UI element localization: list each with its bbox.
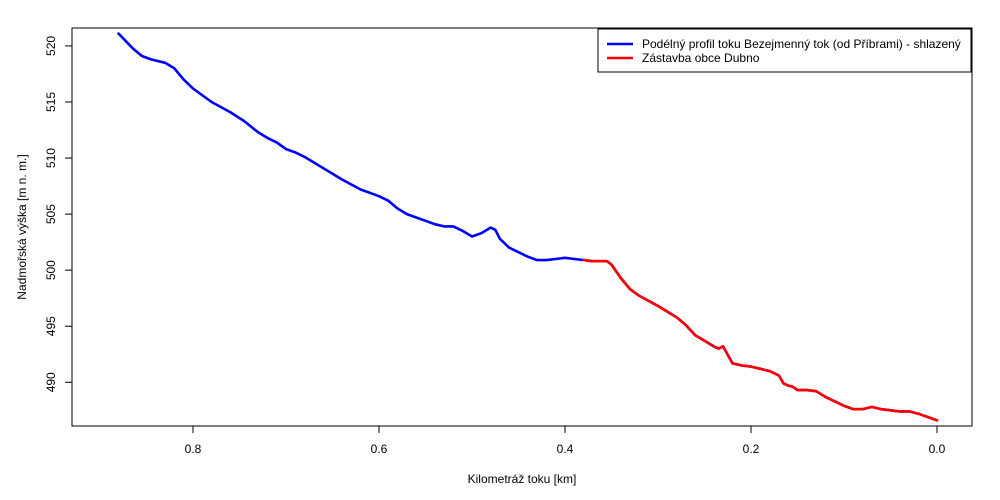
y-tick-label: 505	[44, 204, 58, 224]
y-tick-label: 490	[44, 372, 58, 392]
x-tick-label: 0.4	[557, 442, 574, 456]
legend-box	[597, 28, 972, 73]
legend-label-profile: Podélný profil toku Bezejmenný tok (od P…	[642, 37, 961, 51]
y-tick-label: 495	[44, 316, 58, 336]
series-layer	[117, 32, 939, 422]
series-line-settlement	[582, 258, 939, 422]
legend-label-settlement: Zástavba obce Dubno	[642, 51, 760, 65]
y-axis-title: Nadmořská výška [m n. m.]	[15, 154, 29, 299]
y-tick-label: 515	[44, 92, 58, 112]
y-tick-label: 520	[44, 36, 58, 56]
x-tick-label: 0.6	[371, 442, 388, 456]
y-axis: 490 495 500 505 510 515 520	[44, 36, 73, 392]
x-axis: 0.8 0.6 0.4 0.2 0.0	[178, 425, 946, 456]
x-tick-label: 0.2	[743, 442, 760, 456]
y-tick-label: 510	[44, 148, 58, 168]
x-tick-label: 0.0	[929, 442, 946, 456]
x-tick-label: 0.8	[185, 442, 202, 456]
x-axis-title: Kilometráž toku [km]	[468, 472, 577, 486]
legend: Podélný profil toku Bezejmenný tok (od P…	[597, 28, 972, 73]
y-tick-label: 500	[44, 260, 58, 280]
